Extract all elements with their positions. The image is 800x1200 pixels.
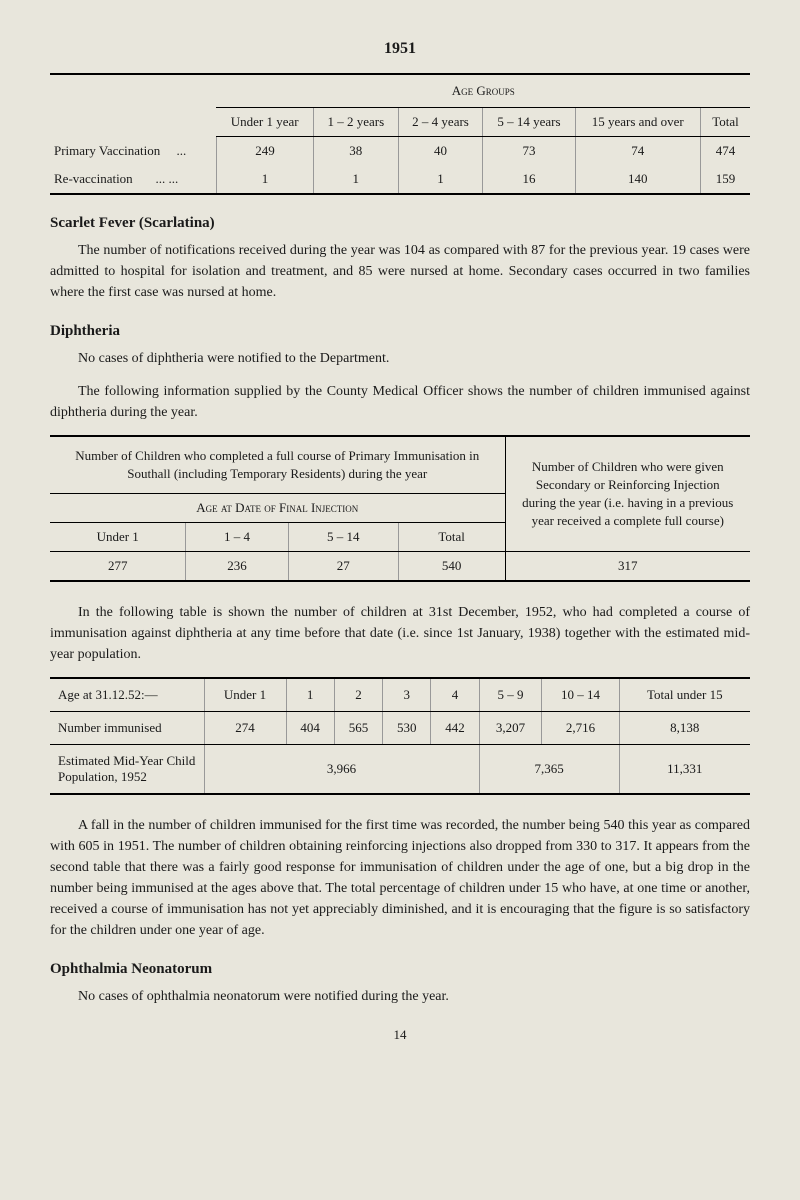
row-label: Re-vaccination ... ... bbox=[50, 165, 216, 194]
cell: 1 bbox=[313, 165, 398, 194]
cell: 442 bbox=[431, 712, 479, 745]
year-header: 1951 bbox=[50, 40, 750, 58]
age-breakdown-table: Age at 31.12.52:— Under 1 1 2 3 4 5 – 9 … bbox=[50, 677, 750, 795]
empty-header bbox=[50, 74, 216, 137]
ophthalmia-text: No cases of ophthalmia neonatorum were n… bbox=[50, 986, 750, 1007]
table-row: Re-vaccination ... ... 1 1 1 16 140 159 bbox=[50, 165, 750, 194]
col-header: 5 – 9 bbox=[479, 678, 542, 712]
right-header: Number of Children who were given Second… bbox=[505, 436, 750, 552]
col-header: 4 bbox=[431, 678, 479, 712]
scarlet-fever-title: Scarlet Fever (Scarlatina) bbox=[50, 215, 750, 232]
table-row: Primary Vaccination ... 249 38 40 73 74 … bbox=[50, 137, 750, 166]
fall-text: A fall in the number of children immunis… bbox=[50, 815, 750, 941]
cell: 1 bbox=[216, 165, 313, 194]
cell: 16 bbox=[483, 165, 575, 194]
cell: 317 bbox=[505, 552, 750, 582]
cell: 73 bbox=[483, 137, 575, 166]
cell: 236 bbox=[186, 552, 288, 582]
col-15over: 15 years and over bbox=[575, 108, 700, 137]
cell: 3,966 bbox=[204, 745, 479, 795]
col-header: 2 bbox=[334, 678, 382, 712]
ophthalmia-title: Ophthalmia Neonatorum bbox=[50, 961, 750, 978]
cell: 159 bbox=[700, 165, 750, 194]
col-header: 3 bbox=[383, 678, 431, 712]
col-under1: Under 1 year bbox=[216, 108, 313, 137]
cell: 3,207 bbox=[479, 712, 542, 745]
col-header: Total under 15 bbox=[619, 678, 750, 712]
col-5-14: 5 – 14 years bbox=[483, 108, 575, 137]
sub-header: Age at Date of Final Injection bbox=[50, 494, 505, 523]
age-col: 5 – 14 bbox=[288, 523, 398, 552]
age-col: Under 1 bbox=[50, 523, 186, 552]
left-header: Number of Children who completed a full … bbox=[50, 436, 505, 494]
vaccination-table: Age Groups Under 1 year 1 – 2 years 2 – … bbox=[50, 73, 750, 195]
cell: 249 bbox=[216, 137, 313, 166]
col-header: Under 1 bbox=[204, 678, 286, 712]
page-number: 14 bbox=[50, 1027, 750, 1043]
age-groups-header: Age Groups bbox=[216, 74, 750, 108]
cell: 74 bbox=[575, 137, 700, 166]
scarlet-fever-text: The number of notifications received dur… bbox=[50, 240, 750, 303]
cell: 274 bbox=[204, 712, 286, 745]
col-header: 1 bbox=[286, 678, 334, 712]
row-label-header: Age at 31.12.52:— bbox=[50, 678, 204, 712]
row-label: Number immunised bbox=[50, 712, 204, 745]
cell: 7,365 bbox=[479, 745, 619, 795]
cell: 140 bbox=[575, 165, 700, 194]
cell: 404 bbox=[286, 712, 334, 745]
cell: 27 bbox=[288, 552, 398, 582]
mid-text: In the following table is shown the numb… bbox=[50, 602, 750, 665]
cell: 2,716 bbox=[542, 712, 619, 745]
cell: 11,331 bbox=[619, 745, 750, 795]
age-col: 1 – 4 bbox=[186, 523, 288, 552]
cell: 565 bbox=[334, 712, 382, 745]
row-label: Primary Vaccination ... bbox=[50, 137, 216, 166]
row-label: Estimated Mid-Year Child Population, 195… bbox=[50, 745, 204, 795]
cell: 277 bbox=[50, 552, 186, 582]
col-header: 10 – 14 bbox=[542, 678, 619, 712]
col-2-4: 2 – 4 years bbox=[398, 108, 483, 137]
cell: 474 bbox=[700, 137, 750, 166]
col-total: Total bbox=[700, 108, 750, 137]
cell: 38 bbox=[313, 137, 398, 166]
age-col: Total bbox=[398, 523, 505, 552]
diphtheria-text1: No cases of diphtheria were notified to … bbox=[50, 348, 750, 369]
cell: 540 bbox=[398, 552, 505, 582]
cell: 530 bbox=[383, 712, 431, 745]
col-1-2: 1 – 2 years bbox=[313, 108, 398, 137]
diphtheria-title: Diphtheria bbox=[50, 323, 750, 340]
cell: 40 bbox=[398, 137, 483, 166]
immunisation-table: Number of Children who completed a full … bbox=[50, 435, 750, 582]
cell: 1 bbox=[398, 165, 483, 194]
cell: 8,138 bbox=[619, 712, 750, 745]
diphtheria-text2: The following information supplied by th… bbox=[50, 381, 750, 423]
